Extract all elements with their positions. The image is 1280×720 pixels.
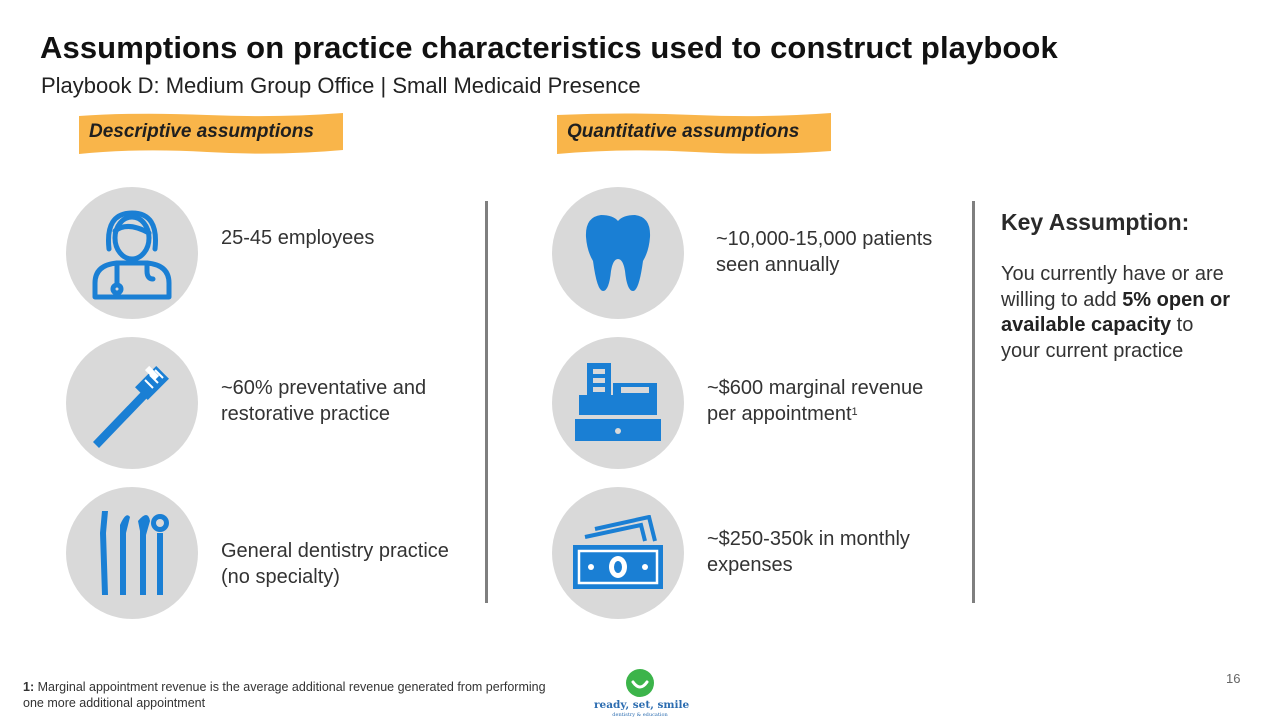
ready-set-smile-logo: ready, set, smile dentistry & education: [594, 668, 690, 718]
tooth-icon: [585, 215, 651, 291]
quantitative-banner: Quantitative assumptions: [555, 110, 833, 154]
practice-mix-label: ~60% preventative and restorative practi…: [221, 377, 427, 425]
smile-logo-icon: [626, 669, 654, 697]
specialty-label: General dentistry practice (no specialty…: [221, 540, 449, 588]
dentist-icon: [92, 210, 172, 300]
descriptive-banner-label: Descriptive assumptions: [89, 121, 314, 142]
key-assumption-title: Key Assumption:: [1001, 209, 1190, 235]
descriptive-banner: Descriptive assumptions: [77, 110, 345, 154]
logo-tagline: dentistry & education: [612, 712, 668, 718]
key-assumption-highlight: 5% open or available capacity: [1001, 288, 1230, 337]
banner-brush-shape: [79, 113, 343, 154]
page-title: Assumptions on practice characteristics …: [40, 30, 1058, 65]
divider-left: [485, 201, 488, 603]
footnote-marker: 1: [851, 406, 858, 418]
quantitative-banner-label: Quantitative assumptions: [567, 121, 800, 142]
key-assumption-text: You currently have or are willing to add…: [1001, 263, 1230, 362]
logo-name: ready, set, smile: [594, 699, 690, 711]
page-subtitle: Playbook D: Medium Group Office | Small …: [41, 73, 641, 98]
dental-tools-icon-circle: [66, 487, 198, 619]
cash-register-icon: [575, 363, 661, 441]
expenses-label: ~$250-350k in monthly expenses: [707, 528, 910, 576]
revenue-label: ~$600 marginal revenue per appointment1: [707, 377, 924, 425]
page-number: 16: [1226, 671, 1241, 686]
dentist-icon-circle: [66, 187, 198, 319]
banner-brush-shape: [557, 113, 831, 154]
toothbrush-icon: [93, 365, 169, 448]
cash-register-icon-circle: [552, 337, 684, 469]
employees-label: 25-45 employees: [221, 227, 375, 249]
divider-right: [972, 201, 975, 603]
footnote: 1: Marginal appointment revenue is the a…: [23, 680, 546, 710]
money-bills-icon-circle: [552, 487, 684, 619]
dental-tools-icon: [100, 511, 169, 595]
toothbrush-icon-circle: [66, 337, 198, 469]
tooth-icon-circle: [552, 187, 684, 319]
patients-label: ~10,000-15,000 patients seen annually: [716, 228, 933, 276]
money-bills-icon: [573, 515, 663, 589]
